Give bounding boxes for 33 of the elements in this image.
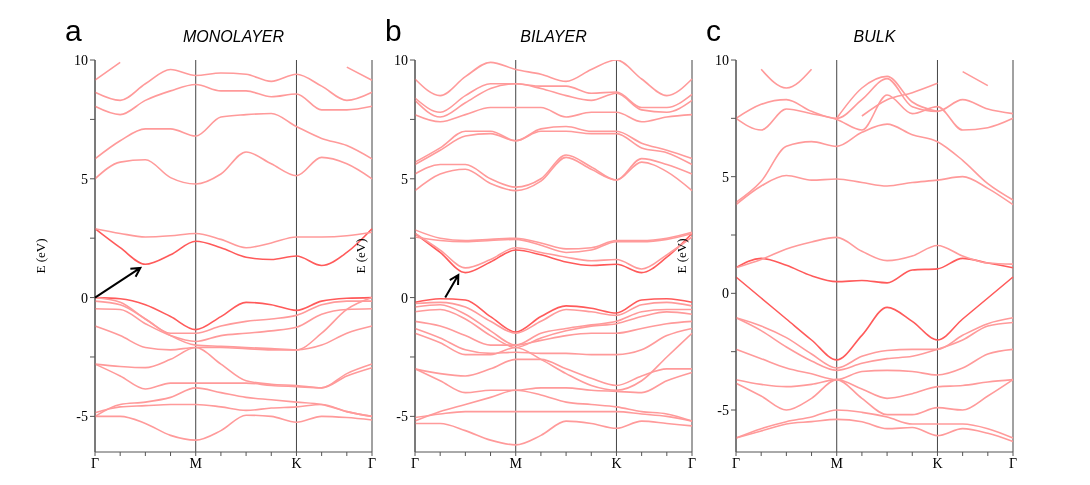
x-tick-label: Γ (687, 455, 697, 471)
text: a (65, 14, 82, 48)
y-axis-title: E (eV) (32, 238, 48, 274)
y-tick-label: 5 (81, 171, 88, 187)
x-tick-label: M (509, 455, 523, 471)
y-tick-label: 10 (394, 52, 408, 68)
x-tick-label: Γ (367, 455, 377, 471)
y-tick-label: 10 (74, 52, 88, 68)
x-tick-label: K (611, 455, 622, 471)
y-axis-title: E (eV) (352, 238, 368, 274)
y-tick-label: -5 (396, 409, 408, 425)
x-tick-label: Γ (410, 455, 420, 471)
y-tick-label: -5 (76, 409, 88, 425)
x-tick-label: Γ (731, 455, 741, 471)
y-tick-label: 0 (81, 290, 88, 306)
x-tick-label: K (932, 455, 943, 471)
text: b (385, 14, 402, 48)
y-tick-label: 0 (401, 290, 408, 306)
y-tick-label: 5 (401, 171, 408, 187)
y-tick-label: 5 (722, 169, 729, 185)
x-tick-label: Γ (1008, 455, 1018, 471)
x-tick-label: M (830, 455, 844, 471)
x-tick-label: M (189, 455, 203, 471)
text: c (706, 14, 721, 48)
chart-title: MONOLAYER (181, 28, 286, 46)
chart-title: BULK (852, 28, 897, 46)
chart-title: BILAYER (519, 28, 588, 46)
x-tick-label: K (291, 455, 302, 471)
y-tick-label: -5 (717, 402, 729, 418)
x-tick-label: Γ (90, 455, 100, 471)
y-tick-label: 10 (715, 52, 729, 68)
y-axis-title: E (eV) (673, 238, 689, 274)
y-tick-label: 0 (722, 286, 729, 302)
